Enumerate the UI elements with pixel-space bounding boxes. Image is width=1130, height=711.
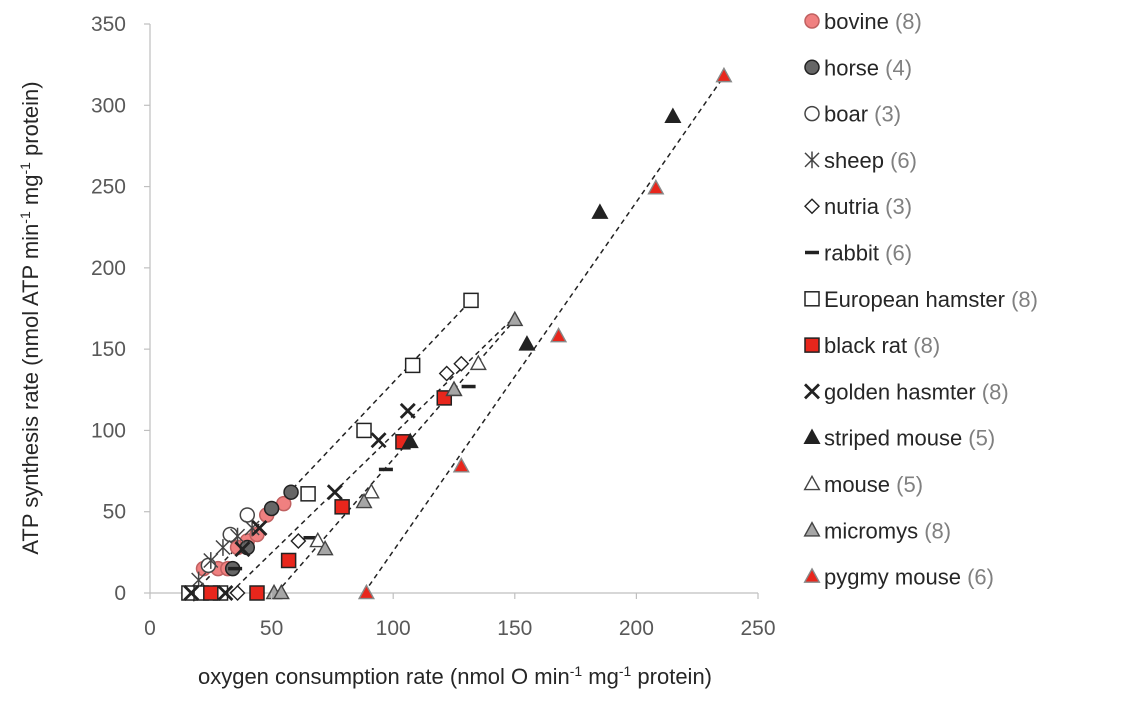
trend-line <box>363 72 727 594</box>
data-point-micromys <box>272 583 290 600</box>
legend-marker-european-hamster <box>804 291 820 307</box>
y-tick-label: 350 <box>91 13 126 36</box>
data-point-micromys <box>355 492 373 509</box>
data-point-european-hamster <box>300 486 316 502</box>
data-point-mouse <box>362 483 380 499</box>
data-point-horse <box>283 484 299 500</box>
legend-marker-micromys <box>803 521 821 537</box>
legend: bovine (8) horse (4) boar (3) sheep (6) nutr… <box>803 9 1038 590</box>
y-tick-label: 200 <box>91 257 126 280</box>
data-point-golden-hasmter <box>399 402 416 419</box>
trend-line <box>275 319 516 594</box>
legend-marker-striped-mouse <box>803 428 821 444</box>
legend-item-mouse: mouse (5) <box>824 472 923 497</box>
data-point-sheep <box>215 539 231 556</box>
data-point-european-hamster <box>404 357 421 374</box>
legend-marker-black-rat <box>804 337 820 353</box>
y-tick-label: 300 <box>91 94 126 117</box>
legend-item-nutria: nutria (3) <box>824 194 912 219</box>
x-tick-label: 0 <box>144 617 156 640</box>
y-tick-label: 150 <box>91 338 126 361</box>
data-point-black-rat <box>334 499 350 515</box>
data-point-golden-hasmter <box>370 432 387 449</box>
data-point-mouse <box>309 531 327 548</box>
data-point-boar <box>200 557 217 574</box>
legend-marker-nutria <box>804 198 820 215</box>
trend-line <box>229 316 516 594</box>
data-point-horse <box>263 500 280 517</box>
data-point-black-rat <box>203 585 219 601</box>
legend-item-boar: boar (3) <box>824 102 901 127</box>
data-point-golden-hasmter <box>217 585 234 601</box>
legend-marker-pygmy-mouse <box>803 567 821 583</box>
legend-marker-sheep <box>804 151 820 169</box>
plot-area <box>149 24 758 594</box>
data-point-pygmy-mouse <box>550 326 568 343</box>
x-tick-labels: 0 50 100 150 200 250 <box>144 593 776 640</box>
data-point-pygmy-mouse <box>357 583 375 600</box>
data-point-sheep <box>230 527 246 545</box>
data-point-pygmy-mouse <box>452 457 470 473</box>
x-tick-label: 50 <box>260 617 283 640</box>
y-tick-label: 100 <box>91 419 126 442</box>
legend-item-bovine: bovine (8) <box>824 9 922 34</box>
data-point-micromys <box>445 380 463 397</box>
legend-item-striped-mouse: striped mouse (5) <box>824 426 995 451</box>
y-axis-title: ATP synthesis rate (nmol ATP min-1 mg-1 … <box>17 81 43 554</box>
data-point-micromys <box>506 310 524 327</box>
legend-item-pygmy-mouse: pygmy mouse (6) <box>824 565 994 590</box>
legend-item-sheep: sheep (6) <box>824 148 917 173</box>
legend-marker-bovine <box>804 13 820 29</box>
data-point-golden-hasmter <box>183 585 200 601</box>
legend-marker-horse <box>804 59 820 76</box>
data-point-black-rat <box>249 585 265 601</box>
data-point-nutria <box>453 355 470 372</box>
data-point-nutria <box>438 365 455 382</box>
data-point-golden-hasmter <box>234 541 251 558</box>
data-point-micromys <box>316 539 334 556</box>
data-point-striped-mouse <box>664 107 682 123</box>
data-point-striped-mouse <box>518 335 536 351</box>
data-point-sheep <box>203 552 219 569</box>
legend-item-horse: horse (4) <box>824 55 912 80</box>
data-point-golden-hasmter <box>326 484 343 501</box>
y-tick-labels: 0 50 100 150 200 250 300 350 <box>91 13 150 605</box>
data-point-striped-mouse <box>591 203 609 219</box>
legend-item-rabbit: rabbit (6) <box>824 241 912 266</box>
data-point-pygmy-mouse <box>715 66 733 83</box>
data-point-nutria <box>290 532 307 549</box>
legend-item-micromys: micromys (8) <box>824 518 951 543</box>
data-points <box>181 66 733 602</box>
data-point-nutria <box>229 585 246 601</box>
y-tick-label: 0 <box>114 582 126 605</box>
data-point-golden-hasmter <box>251 519 268 536</box>
data-point-striped-mouse <box>401 432 419 449</box>
y-tick-label: 250 <box>91 176 126 199</box>
x-tick-label: 250 <box>740 617 775 640</box>
x-tick-label: 150 <box>497 617 532 640</box>
data-point-european-hamster <box>356 422 372 439</box>
y-tick-label: 50 <box>103 501 126 524</box>
legend-marker-boar <box>804 105 820 122</box>
x-tick-label: 100 <box>376 617 411 640</box>
data-point-pygmy-mouse <box>647 179 665 195</box>
data-point-european-hamster <box>463 292 479 309</box>
legend-marker-golden-hasmter <box>804 383 820 400</box>
x-axis-title: oxygen consumption rate (nmol O min-1 mg… <box>198 663 712 689</box>
legend-item-golden-hasmter: golden hasmter (8) <box>824 379 1009 404</box>
data-point-black-rat <box>280 552 297 569</box>
x-tick-label: 200 <box>619 617 654 640</box>
legend-item-european-hamster: European hamster (8) <box>824 287 1038 312</box>
legend-marker-mouse <box>803 474 821 491</box>
legend-item-black-rat: black rat (8) <box>824 333 940 358</box>
data-point-boar <box>239 507 256 523</box>
data-point-mouse <box>469 354 487 371</box>
